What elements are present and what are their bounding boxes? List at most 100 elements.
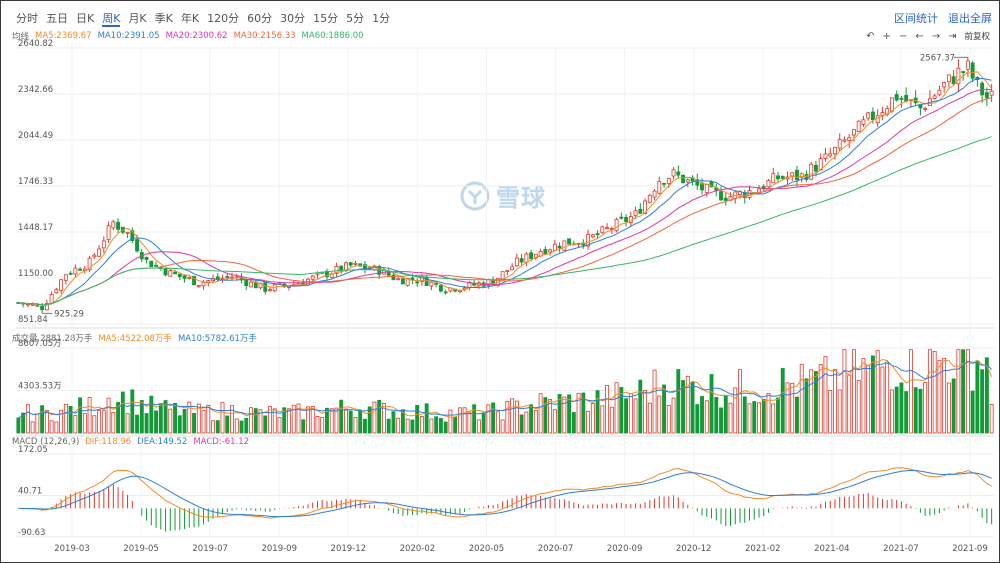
volume-bar [491, 402, 496, 434]
volume-bar [111, 411, 116, 434]
volume-bar [590, 403, 595, 434]
tab-12[interactable]: 1分 [372, 12, 391, 25]
undo-icon[interactable]: ↶ [866, 30, 875, 42]
volume-bar [87, 397, 92, 434]
scroll-left-icon[interactable]: ← [915, 30, 924, 42]
volume-bar [391, 411, 396, 434]
candle-body [63, 274, 68, 281]
volume-bar [956, 349, 961, 434]
candle-body [562, 240, 567, 251]
candle-body [97, 248, 102, 257]
candle-body [125, 231, 130, 234]
volume-bar [410, 419, 415, 434]
volume-bar [30, 421, 35, 434]
volume-bar [481, 412, 486, 434]
price-y-tick: 851.84 [18, 315, 48, 325]
volume-bar [92, 415, 97, 434]
volume-bar [989, 404, 994, 434]
zoom-out-icon[interactable]: − [898, 30, 908, 42]
zoom-in-icon[interactable]: + [882, 30, 891, 42]
volume-bar [344, 408, 348, 434]
volume-bar [68, 406, 73, 434]
x-tick-label: 2019-09 [261, 544, 297, 554]
price-y-tick: 2640.82 [18, 39, 53, 49]
candle-body [923, 108, 928, 110]
volume-bar [533, 410, 538, 434]
volume-bar [889, 389, 894, 434]
candle-body [40, 306, 45, 311]
candle-body [681, 174, 685, 184]
tab-8[interactable]: 60分 [247, 12, 273, 25]
candle-body [182, 275, 187, 279]
tab-6[interactable]: 年K [180, 12, 200, 25]
volume-bar [163, 400, 168, 434]
candle-body [92, 254, 97, 258]
tab-1[interactable]: 五日 [46, 12, 68, 25]
candle-body [168, 270, 173, 277]
candle-body [809, 163, 814, 180]
x-tick-label: 2020-09 [607, 544, 643, 554]
volume-bar [908, 349, 913, 434]
volume-bar [728, 402, 733, 434]
macd-y-tick: -90.63 [18, 528, 45, 538]
scroll-right-icon[interactable]: → [931, 30, 941, 42]
volume-bar [130, 389, 135, 434]
candle-body [78, 268, 83, 271]
volume-bar [529, 404, 534, 434]
volume-bar [842, 349, 847, 434]
candle-body [657, 181, 662, 194]
volume-bar [571, 412, 576, 434]
volume-bar [334, 407, 339, 434]
tab-10[interactable]: 15分 [313, 12, 339, 25]
volume-bar [225, 415, 230, 434]
candle-body [391, 274, 396, 280]
ma10-label: MA10:2391.05 [97, 31, 160, 41]
candle-body [875, 115, 880, 124]
volume-bar [586, 410, 591, 434]
volume-bar [723, 394, 728, 434]
candle-body [415, 281, 420, 284]
candle-body [552, 243, 557, 251]
tab-4[interactable]: 月K [128, 12, 147, 25]
candle-body [709, 181, 714, 188]
candle-body [334, 265, 339, 274]
volume-bar [363, 418, 367, 434]
tab-7[interactable]: 120分 [207, 12, 240, 25]
tab-2[interactable]: 日K [76, 12, 95, 25]
volume-bar [472, 404, 477, 434]
volume-bar [804, 378, 809, 434]
adjust-select[interactable]: 前复权 [964, 32, 990, 42]
range-stats-link[interactable]: 区间统计 [894, 12, 938, 25]
candle-body [932, 95, 937, 99]
candle-body [144, 257, 149, 260]
volume-bar [419, 416, 424, 434]
volume-bar [624, 398, 629, 434]
volume-bar [329, 408, 334, 434]
tab-11[interactable]: 5分 [346, 12, 365, 25]
volume-bar [510, 398, 515, 434]
volume-bar [291, 404, 296, 434]
candle-body [989, 90, 994, 96]
reset-icon[interactable]: ⇥ [948, 30, 957, 42]
tab-5[interactable]: 季K [154, 12, 173, 25]
tab-9[interactable]: 30分 [280, 12, 306, 25]
volume-bar [700, 396, 704, 434]
volume-bar [852, 349, 856, 434]
volume-bar [752, 401, 757, 434]
volume-bar [609, 406, 614, 434]
volume-bar [277, 417, 282, 434]
tab-3[interactable]: 周K [98, 8, 124, 27]
watermark: 雪球 [460, 178, 546, 213]
tab-0[interactable]: 分时 [16, 12, 38, 25]
volume-bar [757, 402, 761, 434]
candle-body [548, 249, 553, 253]
watermark-text: 雪球 [496, 184, 546, 212]
candle-body [514, 257, 519, 267]
volume-bar [652, 369, 657, 434]
vol-ma10-label: MA10:5782.61万手 [177, 334, 257, 344]
volume-bar [643, 389, 647, 434]
candle-body [614, 219, 619, 232]
exit-fullscreen-link[interactable]: 退出全屏 [948, 12, 992, 25]
macd-y-tick: 172.05 [18, 445, 48, 455]
